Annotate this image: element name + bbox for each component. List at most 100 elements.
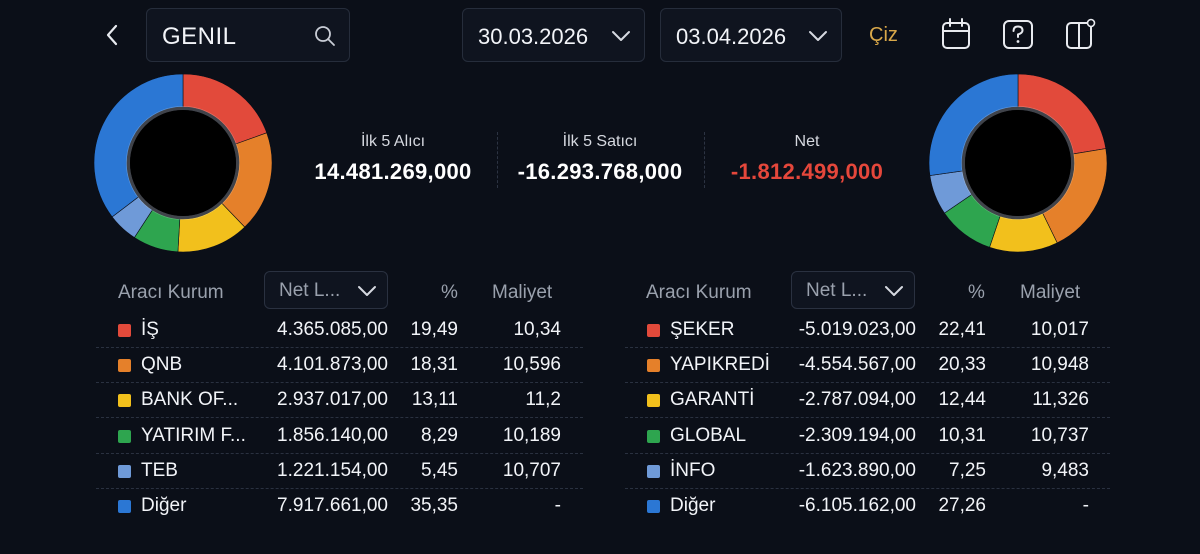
net-lot-value: -6.105.162,00 bbox=[798, 495, 916, 516]
chevron-down-icon bbox=[612, 31, 630, 41]
top5-sellers-label: İlk 5 Satıcı bbox=[562, 133, 638, 150]
percent-value: 5,45 bbox=[421, 459, 458, 481]
percent-value: 35,35 bbox=[410, 495, 458, 516]
percent-value: 27,26 bbox=[938, 495, 986, 516]
broker-name: TEB bbox=[141, 459, 178, 481]
net-summary: Net -1.812.499,000 bbox=[712, 133, 902, 185]
percent-value: 10,31 bbox=[938, 424, 986, 446]
table-row: YAPIKREDİ -4.554.567,00 20,33 10,948 bbox=[625, 348, 1110, 384]
sellers-donut-segment bbox=[928, 73, 1019, 176]
legend-swatch bbox=[118, 500, 131, 513]
percent-value: 18,31 bbox=[410, 354, 458, 376]
legend-swatch bbox=[118, 324, 131, 337]
legend-swatch bbox=[647, 464, 660, 478]
table-row: ŞEKER -5.019.023,00 22,41 10,017 bbox=[625, 313, 1110, 348]
legend-swatch bbox=[647, 359, 660, 373]
top5-sellers-value: -16.293.768,000 bbox=[517, 159, 683, 184]
symbol-search-value[interactable]: GENIL bbox=[162, 23, 237, 50]
percent-value: 22,41 bbox=[938, 319, 986, 340]
table-row: GLOBAL -2.309.194,00 10,31 10,737 bbox=[625, 419, 1110, 454]
table-row: YATIRIM F... 1.856.140,00 8,29 10,189 bbox=[96, 419, 583, 454]
legend-swatch bbox=[647, 429, 660, 443]
broker-name: İŞ bbox=[141, 319, 159, 340]
cost-value: 9,483 bbox=[1041, 459, 1089, 481]
percent-value: 20,33 bbox=[938, 354, 986, 376]
table-row: İNFO -1.623.890,00 7,25 9,483 bbox=[625, 454, 1110, 489]
top5-sellers-summary: İlk 5 Satıcı -16.293.768,000 bbox=[507, 133, 693, 185]
net-lot-value: -2.787.094,00 bbox=[798, 389, 916, 411]
cost-value: - bbox=[1082, 495, 1089, 516]
net-lot-value: 1.856.140,00 bbox=[277, 424, 388, 446]
table-row: BANK OF... 2.937.017,00 13,11 11,2 bbox=[96, 383, 583, 419]
sellers-percent-header: % bbox=[968, 282, 985, 303]
broker-name: BANK OF... bbox=[141, 389, 239, 411]
buyers-broker-header: Aracı Kurum bbox=[118, 282, 224, 303]
percent-value: 13,11 bbox=[411, 389, 458, 411]
cost-value: 11,326 bbox=[1032, 389, 1089, 411]
table-row: Diğer -6.105.162,00 27,26 - bbox=[625, 489, 1110, 524]
draw-button[interactable]: Çiz bbox=[869, 24, 898, 46]
chevron-left-icon bbox=[106, 24, 118, 46]
top5-buyers-label: İlk 5 Alıcı bbox=[360, 133, 426, 150]
top5-buyers-summary: İlk 5 Alıcı 14.481.269,000 bbox=[300, 133, 486, 185]
cost-value: 10,189 bbox=[502, 424, 561, 446]
broker-name: GLOBAL bbox=[670, 424, 747, 446]
cost-value: - bbox=[554, 495, 561, 516]
chevron-down-icon bbox=[358, 286, 376, 296]
cost-value: 11,2 bbox=[525, 389, 561, 411]
percent-value: 7,25 bbox=[949, 459, 986, 481]
table-row: İŞ 4.365.085,00 19,49 10,34 bbox=[96, 313, 583, 348]
net-label: Net bbox=[794, 133, 820, 150]
search-icon[interactable] bbox=[313, 24, 337, 48]
percent-value: 19,49 bbox=[410, 319, 458, 340]
sellers-sort-select[interactable]: Net L... bbox=[791, 271, 915, 309]
buyers-donut-label: Alıcılar bbox=[146, 151, 220, 176]
net-lot-value: -2.309.194,00 bbox=[798, 424, 916, 446]
net-lot-value: -1.623.890,00 bbox=[798, 459, 916, 481]
table-row: GARANTİ -2.787.094,00 12,44 11,326 bbox=[625, 383, 1110, 419]
legend-swatch bbox=[118, 394, 131, 408]
chevron-down-icon bbox=[885, 286, 903, 296]
net-lot-value: -5.019.023,00 bbox=[798, 319, 916, 340]
end-date-value: 03.04.2026 bbox=[676, 24, 787, 49]
back-button[interactable] bbox=[98, 20, 128, 50]
buyers-sort-label: Net L... bbox=[279, 280, 341, 301]
broker-name: YATIRIM F... bbox=[141, 424, 246, 446]
cost-value: 10,596 bbox=[502, 354, 561, 376]
net-lot-value: 4.101.873,00 bbox=[277, 354, 388, 376]
stat-divider bbox=[704, 132, 705, 188]
buyers-donut-chart: Alıcılar bbox=[93, 73, 273, 253]
broker-name: Diğer bbox=[670, 495, 716, 516]
row-divider bbox=[96, 347, 583, 348]
row-divider bbox=[96, 487, 583, 489]
sellers-donut-chart: Satıcılar bbox=[928, 73, 1108, 253]
net-lot-value: 7.917.661,00 bbox=[277, 495, 388, 516]
broker-name: İNFO bbox=[670, 459, 716, 481]
end-date-select[interactable]: 03.04.2026 bbox=[660, 8, 842, 62]
top5-buyers-value: 14.481.269,000 bbox=[314, 159, 472, 184]
legend-swatch bbox=[118, 359, 131, 373]
percent-value: 8,29 bbox=[421, 424, 458, 446]
start-date-select[interactable]: 30.03.2026 bbox=[462, 8, 645, 62]
broker-name: YAPIKREDİ bbox=[670, 354, 770, 376]
cost-value: 10,34 bbox=[513, 319, 561, 340]
buyers-percent-header: % bbox=[441, 282, 458, 303]
buyers-donut-segment bbox=[93, 73, 184, 218]
chevron-down-icon bbox=[809, 31, 827, 41]
table-row: QNB 4.101.873,00 18,31 10,596 bbox=[96, 348, 583, 384]
help-icon[interactable] bbox=[1001, 16, 1035, 52]
cost-value: 10,948 bbox=[1030, 354, 1089, 376]
legend-swatch bbox=[647, 394, 660, 408]
legend-swatch bbox=[118, 464, 131, 478]
layout-settings-icon[interactable] bbox=[1063, 16, 1097, 52]
row-divider bbox=[625, 417, 1110, 419]
calendar-icon[interactable] bbox=[939, 16, 973, 52]
net-value: -1.812.499,000 bbox=[730, 159, 884, 184]
symbol-search-field[interactable]: GENIL bbox=[146, 8, 350, 62]
buyers-cost-header: Maliyet bbox=[492, 282, 553, 303]
broker-name: QNB bbox=[141, 354, 183, 376]
row-divider bbox=[96, 452, 583, 454]
legend-swatch bbox=[647, 500, 660, 513]
buyers-sort-select[interactable]: Net L... bbox=[264, 271, 388, 309]
sellers-donut-label: Satıcılar bbox=[975, 151, 1061, 176]
